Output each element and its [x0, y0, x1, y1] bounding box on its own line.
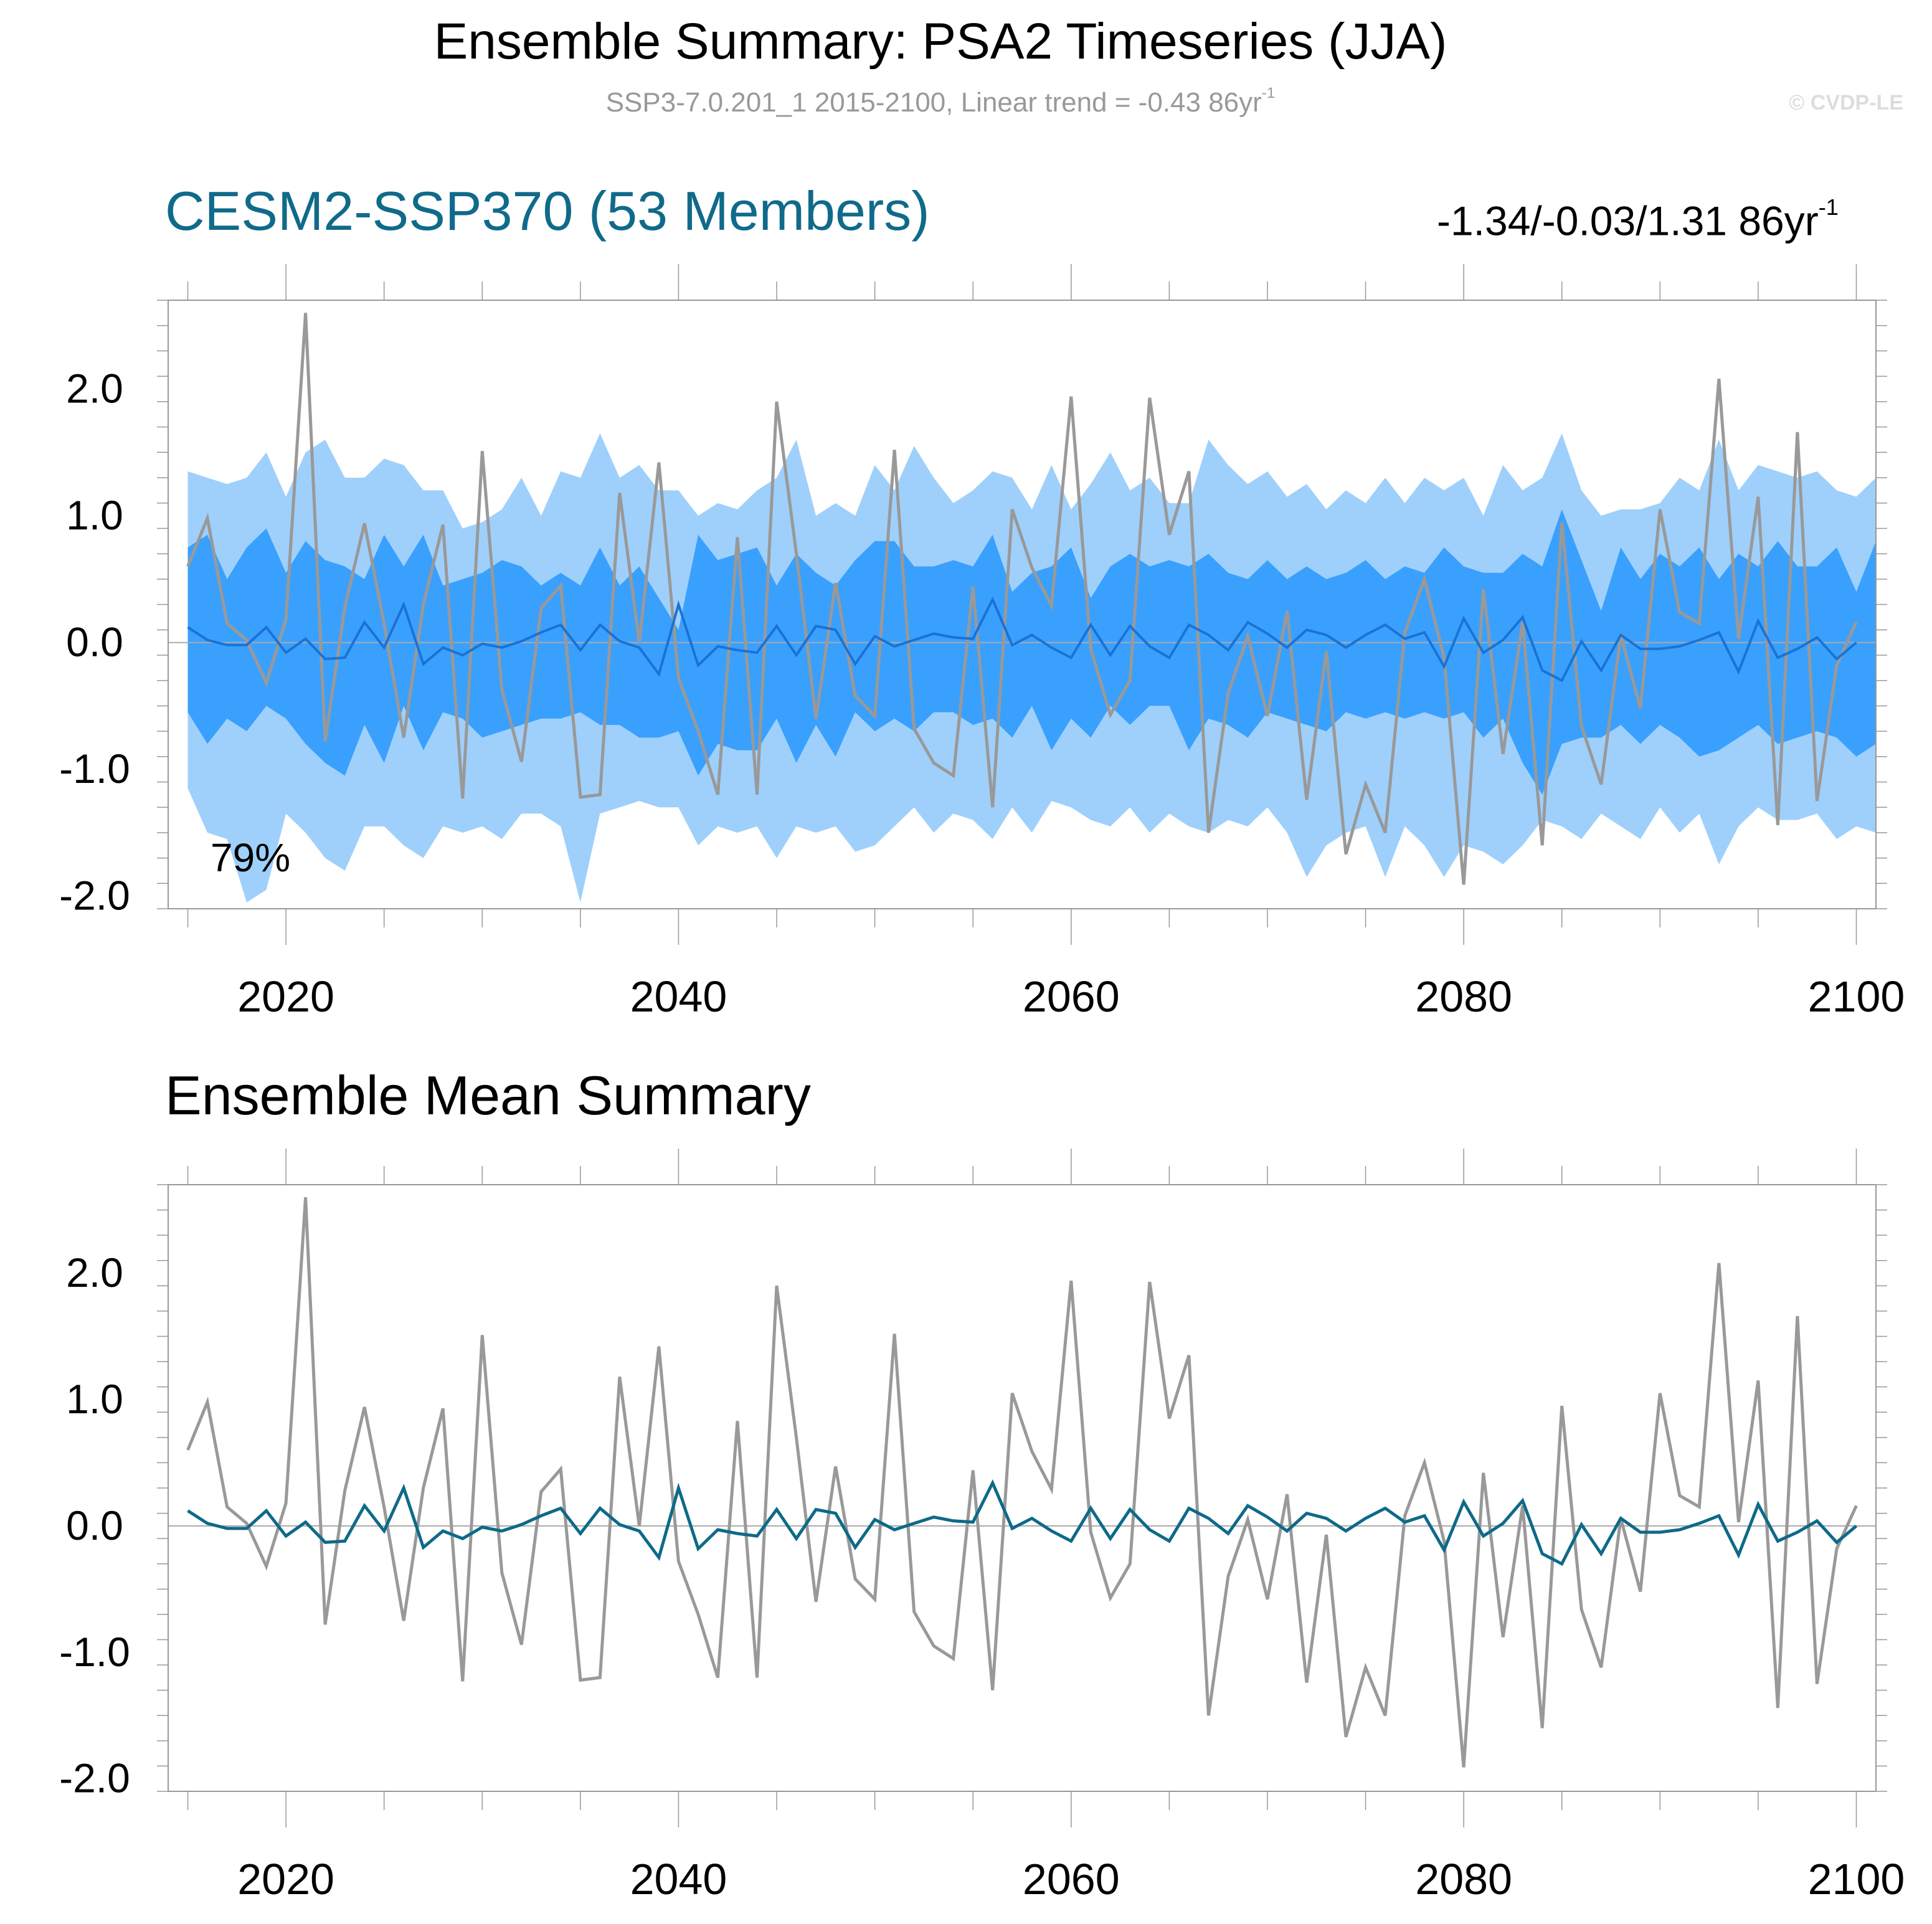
bottom-panel-plot: 2.0 1.0 0.0 -1.0 -2.0 2020 2040 2060 2080 2100	[59, 1149, 1905, 1903]
trend-values: -1.34/-0.03/1.31 86yr	[1436, 197, 1819, 244]
trend-unit-sup: -1	[1818, 194, 1839, 220]
y-tick-label: -2.0	[59, 1755, 130, 1801]
y-tick-label: 0.0	[66, 1502, 123, 1548]
top-panel-title: CESM2-SSP370 (53 Members)	[165, 180, 930, 242]
y-tick-label: 2.0	[66, 1249, 123, 1296]
percent-annotation: 79%	[211, 835, 290, 880]
subtitle-text: SSP3-7.0.201_1 2015-2100, Linear trend =…	[605, 87, 1262, 118]
page-subtitle: SSP3-7.0.201_1 2015-2100, Linear trend =…	[0, 85, 1881, 118]
x-tick-label: 2100	[1808, 1855, 1905, 1903]
x-tick-label: 2040	[630, 972, 727, 1021]
ensemble-mean-line	[187, 1479, 1858, 1566]
bottom-panel-title: Ensemble Mean Summary	[165, 1064, 811, 1126]
x-tick-label: 2100	[1808, 972, 1905, 1021]
x-tick-label: 2060	[1023, 1855, 1120, 1903]
top-panel-plot: 2.0 1.0 0.0 -1.0 -2.0 2020 2040 2060 2080 2100 79%	[59, 264, 1905, 1021]
y-tick-label: 2.0	[66, 365, 123, 411]
top-panel-trend-label: -1.34/-0.03/1.31 86yr-1	[1437, 194, 1839, 245]
x-tick-label: 2020	[237, 972, 334, 1021]
y-tick-label: -2.0	[59, 873, 130, 919]
x-tick-label: 2020	[237, 1855, 334, 1903]
page-title: Ensemble Summary: PSA2 Timeseries (JJA)	[433, 13, 1447, 70]
copyright-label: © CVDP-LE	[1789, 91, 1903, 115]
x-tick-label: 2060	[1023, 972, 1120, 1021]
y-tick-label: 1.0	[66, 492, 123, 538]
x-tick-label: 2080	[1415, 972, 1512, 1021]
observed-series-line	[186, 1197, 1858, 1768]
inner-spread-band	[187, 509, 1876, 795]
x-tick-label: 2080	[1415, 1855, 1512, 1903]
y-tick-label: 0.0	[66, 619, 123, 665]
x-tick-label: 2040	[630, 1855, 727, 1903]
y-tick-label: -1.0	[59, 1629, 130, 1675]
subtitle-unit-sup: -1	[1261, 85, 1276, 102]
ensemble-mean-line	[187, 596, 1857, 683]
y-tick-label: -1.0	[59, 746, 130, 792]
observed-series-line	[186, 313, 1858, 885]
y-tick-label: 1.0	[66, 1376, 123, 1422]
